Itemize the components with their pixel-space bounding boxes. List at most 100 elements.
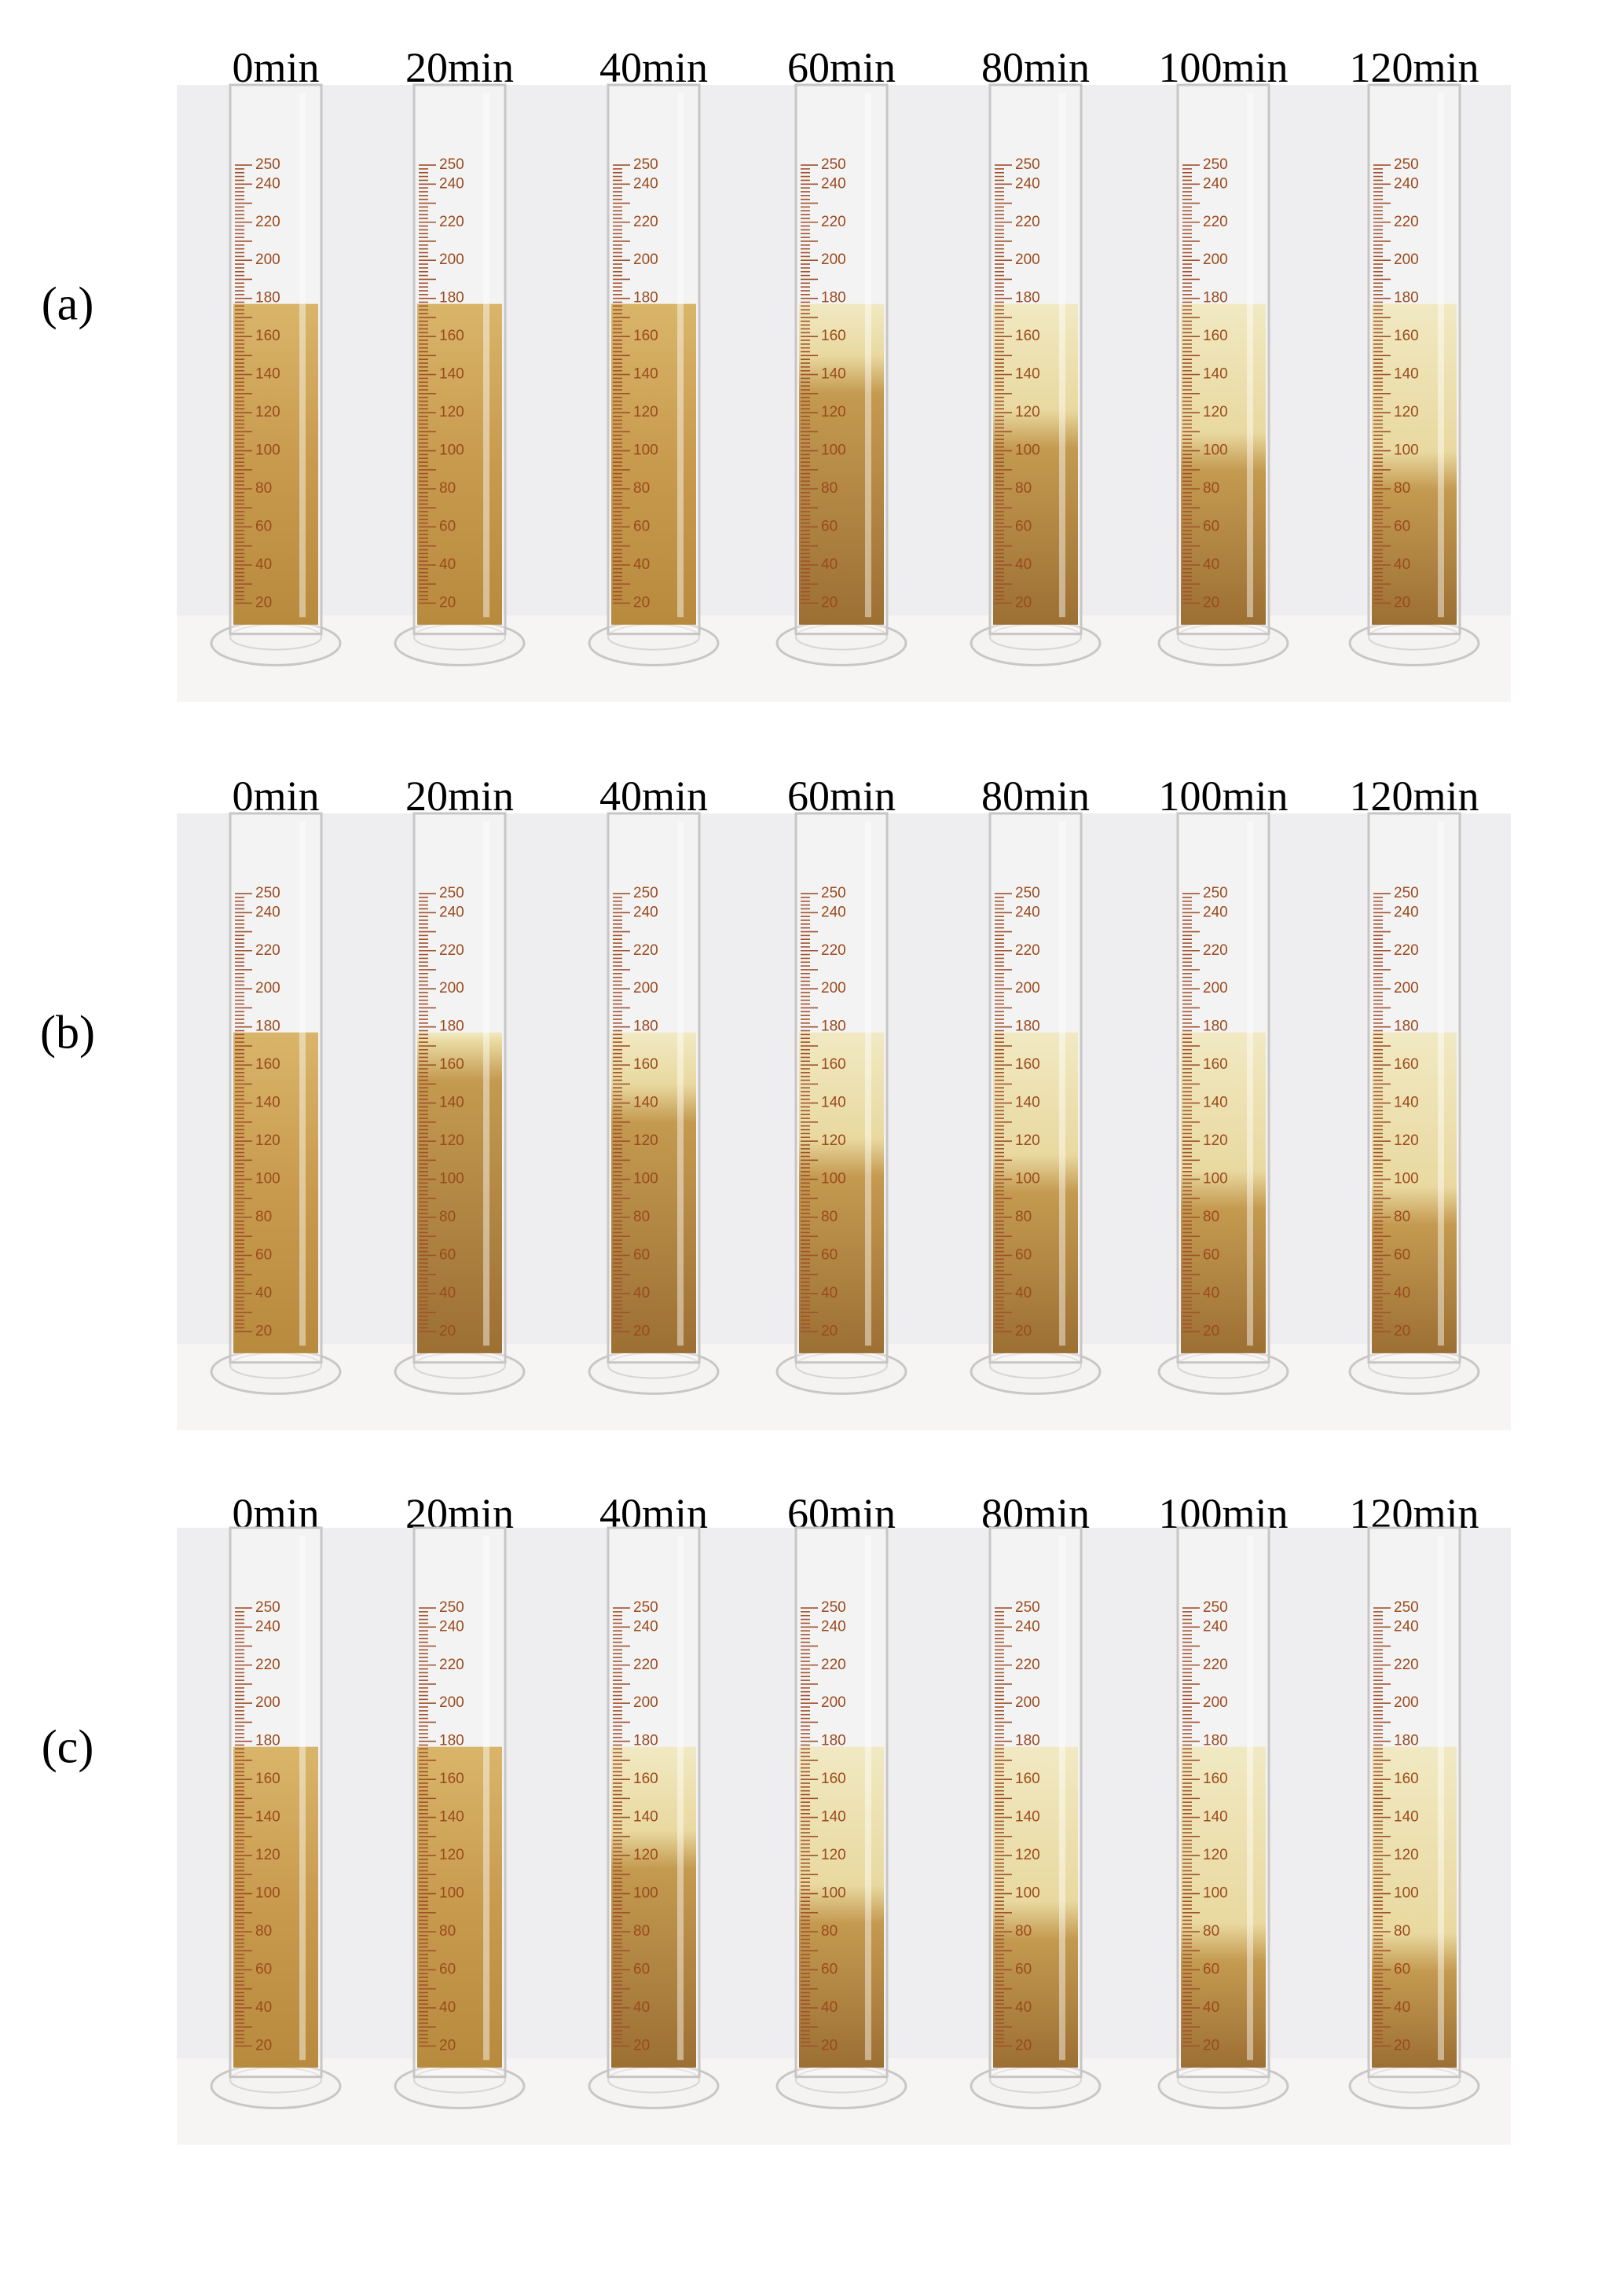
scale-number: 160 xyxy=(633,328,658,344)
scale-number: 120 xyxy=(1015,404,1040,420)
scale-number: 20 xyxy=(1015,1323,1032,1339)
liquid xyxy=(993,303,1078,625)
time-label: 40min xyxy=(599,44,708,91)
time-label: 120min xyxy=(1349,44,1479,91)
scale-number: 120 xyxy=(1394,404,1419,420)
scale-number: 200 xyxy=(1203,251,1228,268)
scale-number: 20 xyxy=(255,2037,272,2054)
scale-number: 160 xyxy=(439,328,464,344)
time-label: 120min xyxy=(1349,1490,1479,1537)
scale-number: 60 xyxy=(1015,518,1032,534)
scale-number: 240 xyxy=(821,904,846,920)
scale-number: 240 xyxy=(255,1618,280,1635)
scale-number: 20 xyxy=(1203,1323,1219,1339)
scale-number: 100 xyxy=(255,1171,280,1187)
scale-number: 60 xyxy=(1203,1961,1219,1977)
scale-number: 80 xyxy=(255,480,272,497)
scale-number: 220 xyxy=(633,1657,658,1673)
scale-number: 220 xyxy=(1394,214,1419,230)
scale-number: 140 xyxy=(633,1809,658,1826)
scale-number: 40 xyxy=(1015,556,1032,573)
scale-number: 100 xyxy=(1394,1171,1419,1187)
scale-number: 100 xyxy=(1203,1171,1228,1187)
scale-number: 160 xyxy=(1203,1056,1228,1073)
liquid xyxy=(611,303,696,625)
scale-number: 80 xyxy=(1394,1923,1410,1940)
scale-number: 180 xyxy=(1203,290,1228,306)
scale-number: 240 xyxy=(821,1618,846,1635)
scale-number: 200 xyxy=(1203,980,1228,997)
scale-number: 40 xyxy=(633,1285,650,1301)
scale-number: 120 xyxy=(821,1132,846,1149)
scale-number: 140 xyxy=(439,1809,464,1826)
scale-number: 60 xyxy=(1203,1246,1219,1263)
glass-highlight xyxy=(483,821,489,1346)
scale-number: 100 xyxy=(439,442,464,459)
scale-number: 200 xyxy=(439,251,464,268)
scale-number: 180 xyxy=(1203,1733,1228,1749)
scale-number: 120 xyxy=(1015,1132,1040,1149)
liquid xyxy=(993,1746,1078,2068)
scale-number: 140 xyxy=(1203,366,1228,383)
scale-number: 180 xyxy=(439,1019,464,1035)
scale-number: 180 xyxy=(633,1019,658,1035)
glass-highlight xyxy=(1059,93,1065,618)
cylinder: 250 240 220 200 180 160 140 120 100 80 60 40 20 xyxy=(775,1526,907,2109)
scale-number: 80 xyxy=(439,480,456,497)
scale-number: 250 xyxy=(255,1599,280,1616)
scale-number: 140 xyxy=(1015,1095,1040,1111)
scale-number: 40 xyxy=(255,556,272,573)
scale-number: 160 xyxy=(1394,1056,1419,1073)
scale-number: 220 xyxy=(255,942,280,959)
scale-number: 220 xyxy=(255,1657,280,1673)
scale-number: 160 xyxy=(633,1056,658,1073)
scale-number: 140 xyxy=(821,366,846,383)
scale-number: 250 xyxy=(821,156,846,173)
scale-number: 40 xyxy=(1015,1999,1032,2016)
cylinder: 250 240 220 200 180 160 140 120 100 80 60 40 20 xyxy=(775,83,907,666)
glass-highlight xyxy=(483,1536,489,2061)
scale-number: 250 xyxy=(255,156,280,173)
time-label: 60min xyxy=(787,1490,896,1537)
scale-number: 240 xyxy=(1203,1618,1228,1635)
scale-number: 120 xyxy=(821,1847,846,1863)
time-label: 80min xyxy=(981,773,1090,820)
scale-number: 40 xyxy=(1394,556,1410,573)
scale-number: 160 xyxy=(1015,1771,1040,1787)
scale-number: 20 xyxy=(821,1323,838,1339)
time-label: 60min xyxy=(787,44,896,91)
scale-number: 160 xyxy=(1394,328,1419,344)
scale-number: 100 xyxy=(1015,1171,1040,1187)
liquid xyxy=(993,1032,1078,1353)
scale-number: 40 xyxy=(1394,1999,1410,2016)
scale-number: 200 xyxy=(439,980,464,997)
scale-number: 250 xyxy=(1394,885,1419,901)
scale-number: 60 xyxy=(439,518,456,534)
scale-number: 100 xyxy=(439,1171,464,1187)
scale-number: 20 xyxy=(439,594,456,611)
glass-highlight xyxy=(299,1536,306,2061)
glass-highlight xyxy=(865,93,871,618)
liquid xyxy=(611,1746,696,2068)
scale-number: 180 xyxy=(1203,1019,1228,1035)
liquid xyxy=(799,303,884,625)
liquid xyxy=(417,303,502,625)
scale-number: 80 xyxy=(821,1923,838,1940)
liquid xyxy=(233,1032,318,1353)
scale-number: 240 xyxy=(439,904,464,920)
scale-number: 100 xyxy=(1203,442,1228,459)
scale-number: 200 xyxy=(1203,1694,1228,1711)
scale-number: 20 xyxy=(1015,594,1032,611)
time-label: 100min xyxy=(1158,773,1288,820)
scale-number: 240 xyxy=(633,175,658,192)
cylinder: 250 240 220 200 180 160 140 120 100 80 60 40 20 xyxy=(394,83,526,666)
glass-highlight xyxy=(483,93,489,618)
scale-number: 160 xyxy=(1203,328,1228,344)
scale-number: 220 xyxy=(1015,214,1040,230)
scale-number: 140 xyxy=(1203,1809,1228,1826)
scale-number: 60 xyxy=(439,1961,456,1977)
time-label: 40min xyxy=(599,773,708,820)
cylinder: 250 240 220 200 180 160 140 120 100 80 60 40 20 xyxy=(210,83,342,666)
scale-number: 80 xyxy=(439,1209,456,1225)
